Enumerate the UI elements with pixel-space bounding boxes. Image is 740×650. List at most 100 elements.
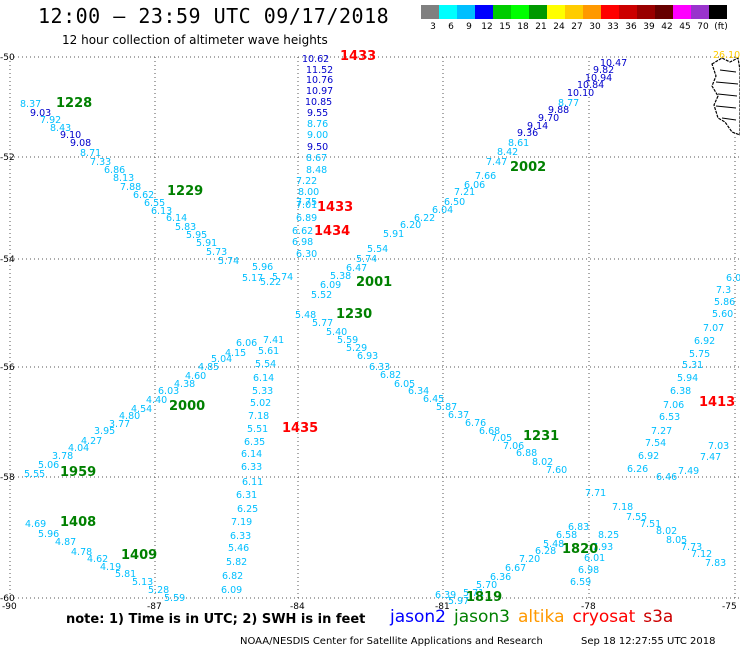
wave-height-value: 6.22 xyxy=(414,213,435,224)
wave-height-value: 9.00 xyxy=(307,130,328,141)
wave-height-value: 5.04 xyxy=(211,354,232,365)
wave-height-value: 10.10 xyxy=(567,88,594,99)
wave-height-value: 6.33 xyxy=(230,531,251,542)
wave-height-value: 6.68 xyxy=(479,426,500,437)
wave-height-value: 7.83 xyxy=(705,558,726,569)
wave-height-value: 3.77 xyxy=(109,419,130,430)
wave-height-value: 5.94 xyxy=(677,373,698,384)
wave-height-value: 7.22 xyxy=(296,176,317,187)
wave-height-value: 5.91 xyxy=(383,229,404,240)
wave-height-value: 7.12 xyxy=(691,549,712,560)
wave-height-value: 9.82 xyxy=(593,65,614,76)
wave-height-value: 6.26 xyxy=(627,464,648,475)
longitude-tick-label: -84 xyxy=(290,602,305,612)
wave-height-value: 9.10 xyxy=(60,130,81,141)
color-scale-label: 15 xyxy=(499,22,511,32)
generation-timestamp: Sep 18 12:27:55 UTC 2018 xyxy=(581,636,716,647)
wave-height-value: 7.06 xyxy=(503,441,524,452)
wave-height-value: 6.01 xyxy=(584,553,605,564)
color-scale-label: (ft) xyxy=(714,22,728,32)
wave-height-value: 8.76 xyxy=(307,119,328,130)
wave-height-value: 6.11 xyxy=(242,477,263,488)
wave-height-value: 7.05 xyxy=(491,433,512,444)
color-scale-legend: 3 6 9 12 15 18 21 24 27 30 33 36 39 42 45 70 (ft) xyxy=(421,5,728,35)
pass-time-label: 1228 xyxy=(56,96,92,111)
wave-height-value: 10.62 xyxy=(302,54,329,65)
pass-time-label: 1435 xyxy=(282,421,318,436)
wave-height-value: 6.83 xyxy=(568,522,589,533)
wave-height-value: 6.62 xyxy=(133,190,154,201)
wave-height-value: 6.86 xyxy=(104,165,125,176)
wave-height-value: 5.97 xyxy=(448,596,469,607)
wave-height-value: 26.10 xyxy=(713,50,740,61)
latitude-tick-label: -52 xyxy=(0,153,15,163)
pass-time-labels: 1228 1229 1230 1231 2002 2001 2000 1959 1408 1409… xyxy=(56,49,735,605)
color-scale-label: 39 xyxy=(643,22,655,32)
wave-height-value: 6.09 xyxy=(221,585,242,596)
wave-height-value: 5.02 xyxy=(250,398,271,409)
color-scale-label: 45 xyxy=(679,22,691,32)
longitude-tick-label: -81 xyxy=(435,602,450,612)
wave-height-value: 4.19 xyxy=(100,562,121,573)
wave-height-value: 7.33 xyxy=(90,157,111,168)
wave-height-value: 5.71 xyxy=(463,588,484,599)
wave-height-value: 6.36 xyxy=(490,572,511,583)
color-scale-label: 21 xyxy=(535,22,547,32)
color-scale-swatch xyxy=(493,5,511,19)
pass-time-label: 1230 xyxy=(336,307,372,322)
wave-height-value: 5.87 xyxy=(436,402,457,413)
wave-height-value: 7.01 xyxy=(296,200,317,211)
legend-item-jason2: jason2 xyxy=(390,607,446,627)
wave-height-value: 6.89 xyxy=(296,213,317,224)
wave-height-value: 5.51 xyxy=(247,424,268,435)
wave-height-value: 9.03 xyxy=(30,108,51,119)
wave-height-value: 10.97 xyxy=(306,86,333,97)
pass-time-label: 1229 xyxy=(167,184,203,199)
color-scale-label: 42 xyxy=(661,22,673,32)
wave-height-value: 9.88 xyxy=(548,105,569,116)
wave-height-value: 6.47 xyxy=(346,263,367,274)
color-scale-label: 24 xyxy=(553,22,565,32)
wave-height-value: 7.21 xyxy=(454,187,475,198)
color-scale-swatch xyxy=(619,5,637,19)
color-scale-swatch xyxy=(709,5,727,19)
pass-time-label: 1409 xyxy=(121,548,157,563)
wave-height-value: 5.59 xyxy=(337,335,358,346)
color-scale-swatch xyxy=(457,5,475,19)
pass-time-label: 1433 xyxy=(317,200,353,215)
pass-time-label: 2000 xyxy=(169,399,205,414)
wave-height-value: 10.84 xyxy=(577,80,604,91)
wave-height-value: 5.29 xyxy=(346,343,367,354)
map-grid xyxy=(9,56,740,600)
wave-height-value: 4.62 xyxy=(87,554,108,565)
wave-height-value: 5.60 xyxy=(712,309,733,320)
wave-height-value: 6.53 xyxy=(659,412,680,423)
wave-height-value: 6.34 xyxy=(408,386,429,397)
pass-time-label: 1434 xyxy=(314,224,350,239)
page-subtitle: 12 hour collection of altimeter wave hei… xyxy=(62,33,328,47)
color-scale-swatch xyxy=(511,5,529,19)
wave-height-value: 11.52 xyxy=(306,65,333,76)
wave-height-value: 5.73 xyxy=(206,247,227,258)
wave-height-value: 5.91 xyxy=(196,238,217,249)
wave-height-value: 6.35 xyxy=(244,437,265,448)
wave-height-value: 5.86 xyxy=(714,297,735,308)
wave-height-value: 6.09 xyxy=(320,280,341,291)
wave-height-value: 10.94 xyxy=(585,73,612,84)
wave-height-value: 6.76 xyxy=(465,418,486,429)
wave-height-value: 8.02 xyxy=(656,526,677,537)
wave-height-values: 10.6211.5210.7610.9710.859.558.769.009.5… xyxy=(20,50,740,607)
wave-height-value: 5.28 xyxy=(148,585,169,596)
wave-height-value: 4.60 xyxy=(185,371,206,382)
wave-height-value: 5.82 xyxy=(226,557,247,568)
color-scale-label: 9 xyxy=(466,22,472,32)
longitude-tick-label: -87 xyxy=(147,602,162,612)
wave-height-value: 8.05 xyxy=(666,535,687,546)
wave-height-value: 8.77 xyxy=(558,98,579,109)
wave-height-value: 7.19 xyxy=(231,517,252,528)
wave-height-value: 8.71 xyxy=(80,148,101,159)
wave-height-value: 4.38 xyxy=(174,379,195,390)
wave-height-value: 6.82 xyxy=(222,571,243,582)
color-scale-label: 33 xyxy=(607,22,619,32)
